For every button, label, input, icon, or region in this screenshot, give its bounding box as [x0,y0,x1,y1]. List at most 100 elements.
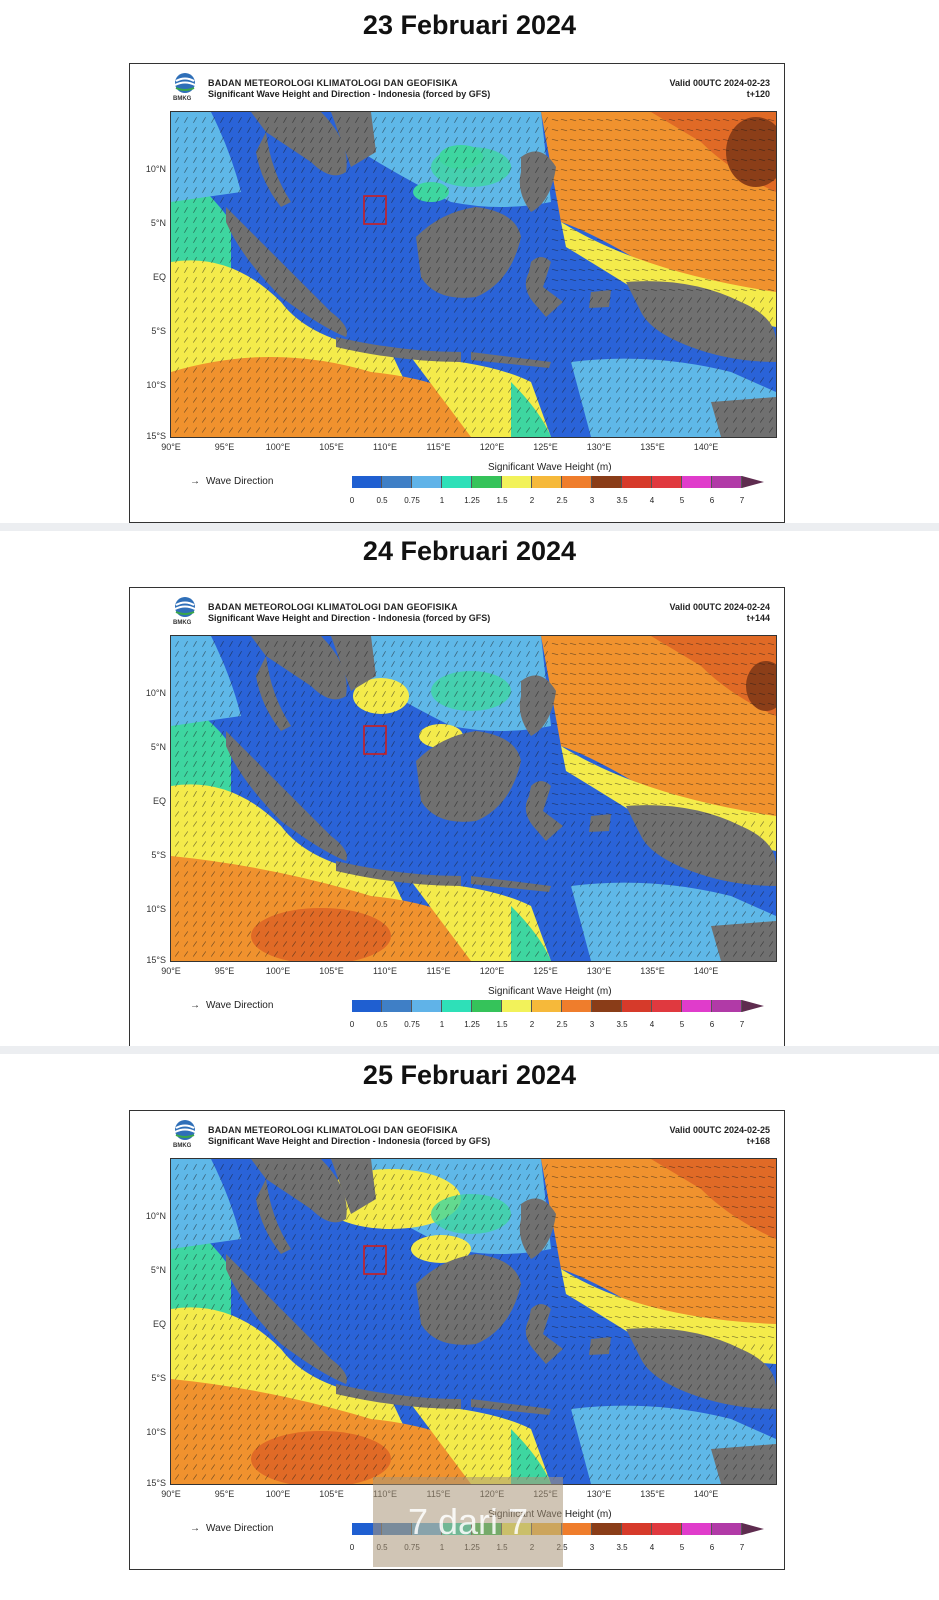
forecast-step: t+144 [746,613,770,623]
arrow-icon: → [190,1523,200,1534]
arrow-icon: → [190,1000,200,1011]
longitude-label: 95°E [214,442,235,452]
longitude-label: 140°E [693,966,719,976]
colorbar-tick-label: 1 [439,1020,445,1029]
colorbar-tick-label: 5 [679,1020,685,1029]
latitude-label: 10°N [145,688,166,698]
colorbar-segment [412,476,442,488]
colorbar-tick-label: 3.5 [616,1020,628,1029]
latitude-label: 10°S [146,904,166,914]
panel-section-3: 25 Februari 2024 BMKG BADAN METEOROLOGI K… [0,1054,939,1600]
valid-time: Valid 00UTC 2024-02-23 [669,78,770,88]
longitude-label: 95°E [214,1489,235,1499]
colorbar-segment [502,1000,532,1012]
colorbar-segment [382,1000,412,1012]
wave-direction-arrows [174,1164,775,1480]
colorbar-segment [532,476,562,488]
colorbar-segment [652,1000,682,1012]
bmkg-logo-icon [174,73,196,93]
longitude-label: 130°E [586,1489,612,1499]
colorbar-tick-label: 6 [709,1020,715,1029]
wave-direction-label: Wave Direction [206,1523,274,1534]
colorbar-segment [502,476,532,488]
colorbar-tick-label: 2 [529,496,535,505]
colorbar-tick-label: 0 [349,1020,355,1029]
highlight-box [363,725,387,755]
latitude-label: 10°N [145,164,166,174]
colorbar-segment [352,1000,382,1012]
colorbar-segment [622,476,652,488]
latitude-label: EQ [152,272,166,282]
latitude-label: 10°S [146,1427,166,1437]
agency-name: BADAN METEOROLOGI KLIMATOLOGI DAN GEOFIS… [208,1125,458,1135]
agency-name: BADAN METEOROLOGI KLIMATOLOGI DAN GEOFIS… [208,602,458,612]
colorbar-segment [682,1523,712,1535]
colorbar-segment [712,1000,742,1012]
colorbar-segment [352,476,382,488]
colorbar-tick-label: 0.75 [404,496,420,505]
longitude-label: 105°E [319,442,344,452]
logo-text: BMKG [173,1143,192,1149]
map-subtitle: Significant Wave Height and Direction - … [208,1136,491,1146]
longitude-label: 130°E [586,966,612,976]
latitude-label: 10°N [145,1211,166,1221]
colorbar-tick-label: 2 [529,1020,535,1029]
longitude-label: 100°E [265,1489,291,1499]
colorbar-tick-label: 0 [349,496,355,505]
latitude-label: EQ [152,1319,166,1329]
wave-direction-label: Wave Direction [206,476,274,487]
longitude-label: 115°E [426,442,451,452]
colorbar-tick-label: 4 [649,496,655,505]
colorbar-segment [472,476,502,488]
longitude-label: 135°E [640,966,665,976]
colorbar-segment [472,1000,502,1012]
colorbar-segment [682,1000,712,1012]
colorbar-segment [592,1000,622,1012]
forecast-map-panel: BMKG BADAN METEOROLOGI KLIMATOLOGI DAN GE… [129,1110,785,1570]
colorbar-tick-label: 4 [649,1543,655,1552]
longitude-label: 110°E [373,442,397,452]
bmkg-logo-icon [174,597,196,617]
colorbar-extend-arrow [742,1000,764,1012]
valid-time: Valid 00UTC 2024-02-24 [669,602,770,612]
longitude-label: 110°E [373,966,397,976]
longitude-label: 135°E [640,1489,665,1499]
colorbar-tick-label: 3.5 [616,1543,628,1552]
latitude-label: 15°S [146,955,166,965]
forecast-map-panel: BMKG BADAN METEOROLOGI KLIMATOLOGI DAN GE… [129,63,785,523]
colorbar-extend-arrow [742,476,764,488]
colorbar-segment [652,476,682,488]
wave-height-map [170,111,777,438]
colorbar [352,1000,764,1012]
longitude-label: 105°E [319,1489,344,1499]
colorbar-tick-label: 0.75 [404,1020,420,1029]
colorbar-tick-label: 3.5 [616,496,628,505]
map-subtitle: Significant Wave Height and Direction - … [208,613,491,623]
colorbar-segment [592,476,622,488]
colorbar-tick-label: 1.5 [496,496,508,505]
colorbar-tick-label: 0.5 [376,496,388,505]
longitude-label: 120°E [479,966,505,976]
longitude-label: 140°E [693,1489,719,1499]
latitude-label: 5°S [151,326,166,336]
colorbar-segment [682,476,712,488]
latitude-label: 5°N [150,742,166,752]
highlight-box [363,1245,387,1275]
colorbar-tick-label: 5 [679,1543,685,1552]
longitude-label: 95°E [214,966,235,976]
colorbar-segment [442,1000,472,1012]
section-separator [0,523,939,531]
colorbar-title: Significant Wave Height (m) [488,986,612,997]
section-separator [0,1046,939,1054]
longitude-label: 140°E [693,442,719,452]
wave-direction-legend: → Wave Direction [190,1000,273,1011]
forecast-step: t+168 [746,1136,770,1146]
latitude-label: 5°S [151,1373,166,1383]
colorbar-tick-label: 2.5 [556,1020,568,1029]
map-subtitle: Significant Wave Height and Direction - … [208,89,491,99]
colorbar-segment [592,1523,622,1535]
colorbar-segment [562,1523,592,1535]
colorbar-tick-label: 7 [739,496,745,505]
longitude-label: 125°E [533,966,558,976]
latitude-label: 5°N [150,218,166,228]
